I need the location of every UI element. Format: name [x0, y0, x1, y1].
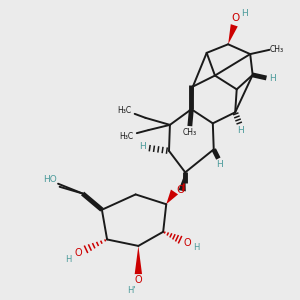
Text: H: H [66, 255, 72, 264]
Text: O: O [184, 238, 191, 248]
Text: H: H [140, 142, 146, 151]
Text: H: H [242, 8, 248, 17]
Text: O: O [176, 185, 184, 195]
Text: H: H [237, 126, 244, 135]
Polygon shape [228, 24, 238, 44]
Text: H': H' [127, 286, 136, 295]
Polygon shape [166, 190, 178, 204]
Text: H₃C: H₃C [118, 106, 132, 115]
Text: O: O [134, 275, 142, 285]
Text: CH₃: CH₃ [183, 128, 197, 137]
Text: H: H [193, 243, 199, 252]
Text: H₃C: H₃C [120, 132, 134, 141]
Text: H: H [217, 160, 223, 169]
Polygon shape [135, 246, 142, 274]
Text: O: O [232, 13, 240, 22]
Polygon shape [178, 172, 186, 191]
Text: CH₃: CH₃ [270, 45, 284, 54]
Text: O: O [75, 248, 83, 258]
Text: H: H [269, 74, 276, 83]
Text: HO: HO [44, 175, 57, 184]
